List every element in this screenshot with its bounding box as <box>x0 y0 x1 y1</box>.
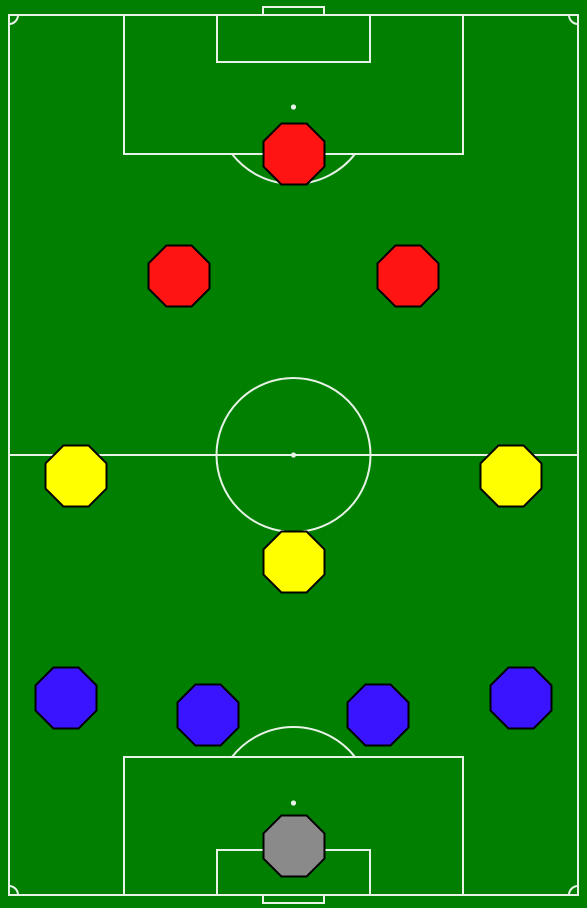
corner-arc-top-left <box>8 14 19 25</box>
player-midfielder-center <box>262 530 326 594</box>
player-defender-far-right <box>489 666 553 730</box>
top-goal-area <box>216 14 371 63</box>
player-forward-top-center <box>262 122 326 186</box>
player-forward-right <box>376 244 440 308</box>
player-defender-far-left <box>34 666 98 730</box>
player-defender-left <box>176 683 240 747</box>
players <box>34 122 553 878</box>
player-midfielder-right <box>479 444 543 508</box>
corner-arc-top-right <box>568 14 579 25</box>
pitch-markings <box>8 6 579 904</box>
player-forward-left <box>147 244 211 308</box>
corner-arc-bottom-right <box>568 885 579 896</box>
top-penalty-spot <box>290 104 297 110</box>
player-defender-right <box>346 683 410 747</box>
bottom-penalty-spot <box>290 800 297 806</box>
bottom-penalty-arc <box>231 725 356 758</box>
player-midfielder-left <box>44 444 108 508</box>
center-spot <box>290 452 297 458</box>
player-goalkeeper <box>262 814 326 878</box>
corner-arc-bottom-left <box>8 885 19 896</box>
